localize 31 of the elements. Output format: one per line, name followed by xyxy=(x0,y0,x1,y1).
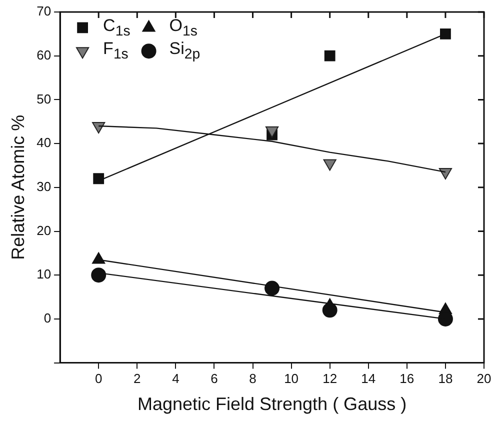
point xyxy=(91,268,106,283)
y-tick-label: 10 xyxy=(36,266,52,282)
legend-label: Si$_{2p}$ xyxy=(169,39,200,63)
x-tick-label: 14 xyxy=(361,371,376,386)
y-tick-label: 70 xyxy=(36,4,52,19)
x-tick-label: 4 xyxy=(172,371,180,386)
legend-label: F$_{1s}$ xyxy=(103,39,130,63)
x-tick-label: 2 xyxy=(134,371,141,386)
point xyxy=(440,28,451,40)
x-tick-label: 0 xyxy=(94,371,102,386)
y-tick-label: 30 xyxy=(36,178,52,194)
x-tick-label: 20 xyxy=(476,371,492,386)
y-tick-label: 60 xyxy=(36,47,52,62)
y-tick-label: 0 xyxy=(44,310,52,326)
legend-label: O$_{1s}$ xyxy=(169,16,198,40)
y-tick-label: 20 xyxy=(36,222,52,238)
point xyxy=(265,126,279,138)
point xyxy=(324,50,336,62)
y-axis-title: Relative Atomic % xyxy=(8,114,28,260)
x-tick-label: 6 xyxy=(210,371,218,386)
x-tick-label: 16 xyxy=(400,371,414,386)
y-tick-label: 40 xyxy=(36,135,52,150)
x-axis-title: Magnetic Field Strength ( Gauss ) xyxy=(137,394,407,414)
legend-label: C$_{1s}$ xyxy=(103,16,130,40)
point xyxy=(93,173,104,184)
x-tick-label: 12 xyxy=(322,371,338,386)
y-tick-label: 50 xyxy=(36,91,52,106)
x-tick-label: 10 xyxy=(284,371,299,386)
point xyxy=(322,302,338,318)
x-tick-label: 8 xyxy=(249,371,256,386)
x-tick-label: 18 xyxy=(438,371,453,386)
